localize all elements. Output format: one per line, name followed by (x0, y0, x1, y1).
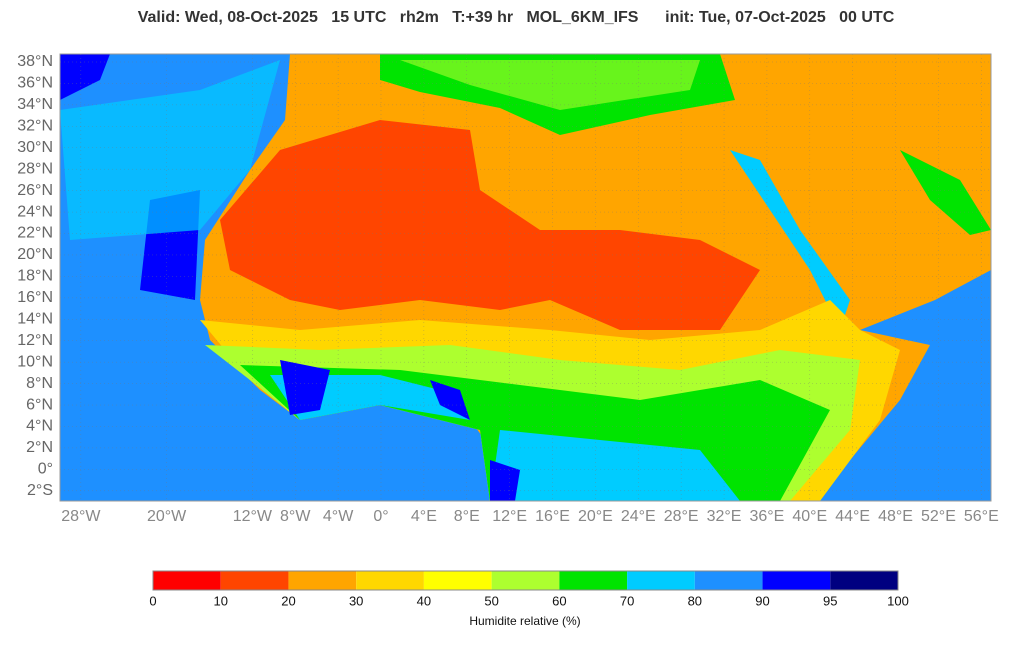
legend-tick: 10 (213, 593, 227, 608)
band-70 (270, 375, 740, 501)
lon-label: 20°E (578, 508, 613, 525)
lat-label: 18°N (17, 268, 53, 285)
lat-label: 14°N (17, 310, 53, 327)
lon-labels: 28°W 20°W 12°W 8°W 4°W 0° 4°E 8°E 12°E 16°E 20°E 24… (61, 508, 999, 525)
legend-tick: 50 (484, 593, 498, 608)
lat-label: 22°N (17, 225, 53, 242)
lat-label: 0° (38, 461, 53, 478)
legend-cell (288, 571, 357, 590)
lat-label: 24°N (17, 203, 53, 220)
legend-tick: 0 (149, 593, 156, 608)
lat-labels: 38°N 36°N 34°N 32°N 30°N 28°N 26°N 24°N 22°N 20°N… (17, 53, 53, 499)
lon-label: 56°E (964, 508, 999, 525)
legend: Humidite relative (%) 0 10 20 30 40 50 60 70 80 9… (149, 570, 909, 628)
legend-cell (559, 571, 628, 590)
legend-tick: 80 (688, 593, 702, 608)
lat-label: 16°N (17, 289, 53, 306)
legend-tick: 95 (823, 593, 837, 608)
legend-cell (356, 571, 424, 590)
lat-label: 30°N (17, 139, 53, 156)
red-sea (730, 150, 850, 330)
lon-label: 28°W (61, 508, 101, 525)
lon-label: 8°W (280, 508, 311, 525)
legend-frame (152, 570, 899, 591)
legend-cell (423, 571, 492, 590)
lon-label: 44°E (835, 508, 870, 525)
gulf (900, 150, 991, 235)
legend-tick: 90 (755, 593, 769, 608)
legend-tick: 30 (349, 593, 363, 608)
graticule (60, 54, 991, 501)
mediterranean-2 (400, 60, 700, 110)
lon-label: 12°W (233, 508, 273, 525)
lon-label: 4°W (323, 508, 354, 525)
band-90 (280, 360, 520, 501)
lat-label: 8°N (26, 375, 53, 392)
legend-tick: 20 (281, 593, 295, 608)
lat-label: 32°N (17, 118, 53, 135)
legend-cell (694, 571, 763, 590)
legend-cell (627, 571, 695, 590)
legend-cell (220, 571, 289, 590)
legend-cell (153, 571, 221, 590)
lon-label: 40°E (792, 508, 827, 525)
lon-label: 48°E (878, 508, 913, 525)
lon-label: 28°E (664, 508, 699, 525)
lat-label: 6°N (26, 396, 53, 413)
lat-label: 2°S (27, 482, 53, 499)
legend-cell (830, 571, 898, 590)
lon-label: 52°E (921, 508, 956, 525)
lat-label: 28°N (17, 160, 53, 177)
lon-label: 24°E (621, 508, 656, 525)
lon-label: 12°E (492, 508, 527, 525)
lon-label: 4°E (411, 508, 437, 525)
lat-label: 36°N (17, 75, 53, 92)
dry-core (220, 120, 760, 330)
lat-label: 20°N (17, 246, 53, 263)
legend-cell (491, 571, 560, 590)
lon-label: 0° (373, 508, 388, 525)
lat-label: 10°N (17, 353, 53, 370)
legend-cell (762, 571, 831, 590)
lat-label: 12°N (17, 332, 53, 349)
legend-tick: 100 (887, 593, 909, 608)
legend-tick: 70 (620, 593, 634, 608)
lon-label: 36°E (749, 508, 784, 525)
title: Valid: Wed, 08-Oct-2025 15 UTC rh2m T:+3… (138, 9, 895, 26)
lon-label: 20°W (147, 508, 187, 525)
lon-label: 8°E (454, 508, 480, 525)
map (60, 54, 991, 501)
lat-label: 34°N (17, 96, 53, 113)
ocean-moist (60, 54, 200, 300)
lat-label: 4°N (26, 418, 53, 435)
map-frame (59, 53, 992, 502)
lat-label: 38°N (17, 53, 53, 70)
legend-tick: 60 (552, 593, 566, 608)
lon-label: 32°E (707, 508, 742, 525)
legend-label: Humidite relative (%) (469, 614, 580, 628)
legend-tick: 40 (417, 593, 431, 608)
lat-label: 26°N (17, 182, 53, 199)
lat-label: 2°N (26, 439, 53, 456)
lon-label: 16°E (535, 508, 570, 525)
